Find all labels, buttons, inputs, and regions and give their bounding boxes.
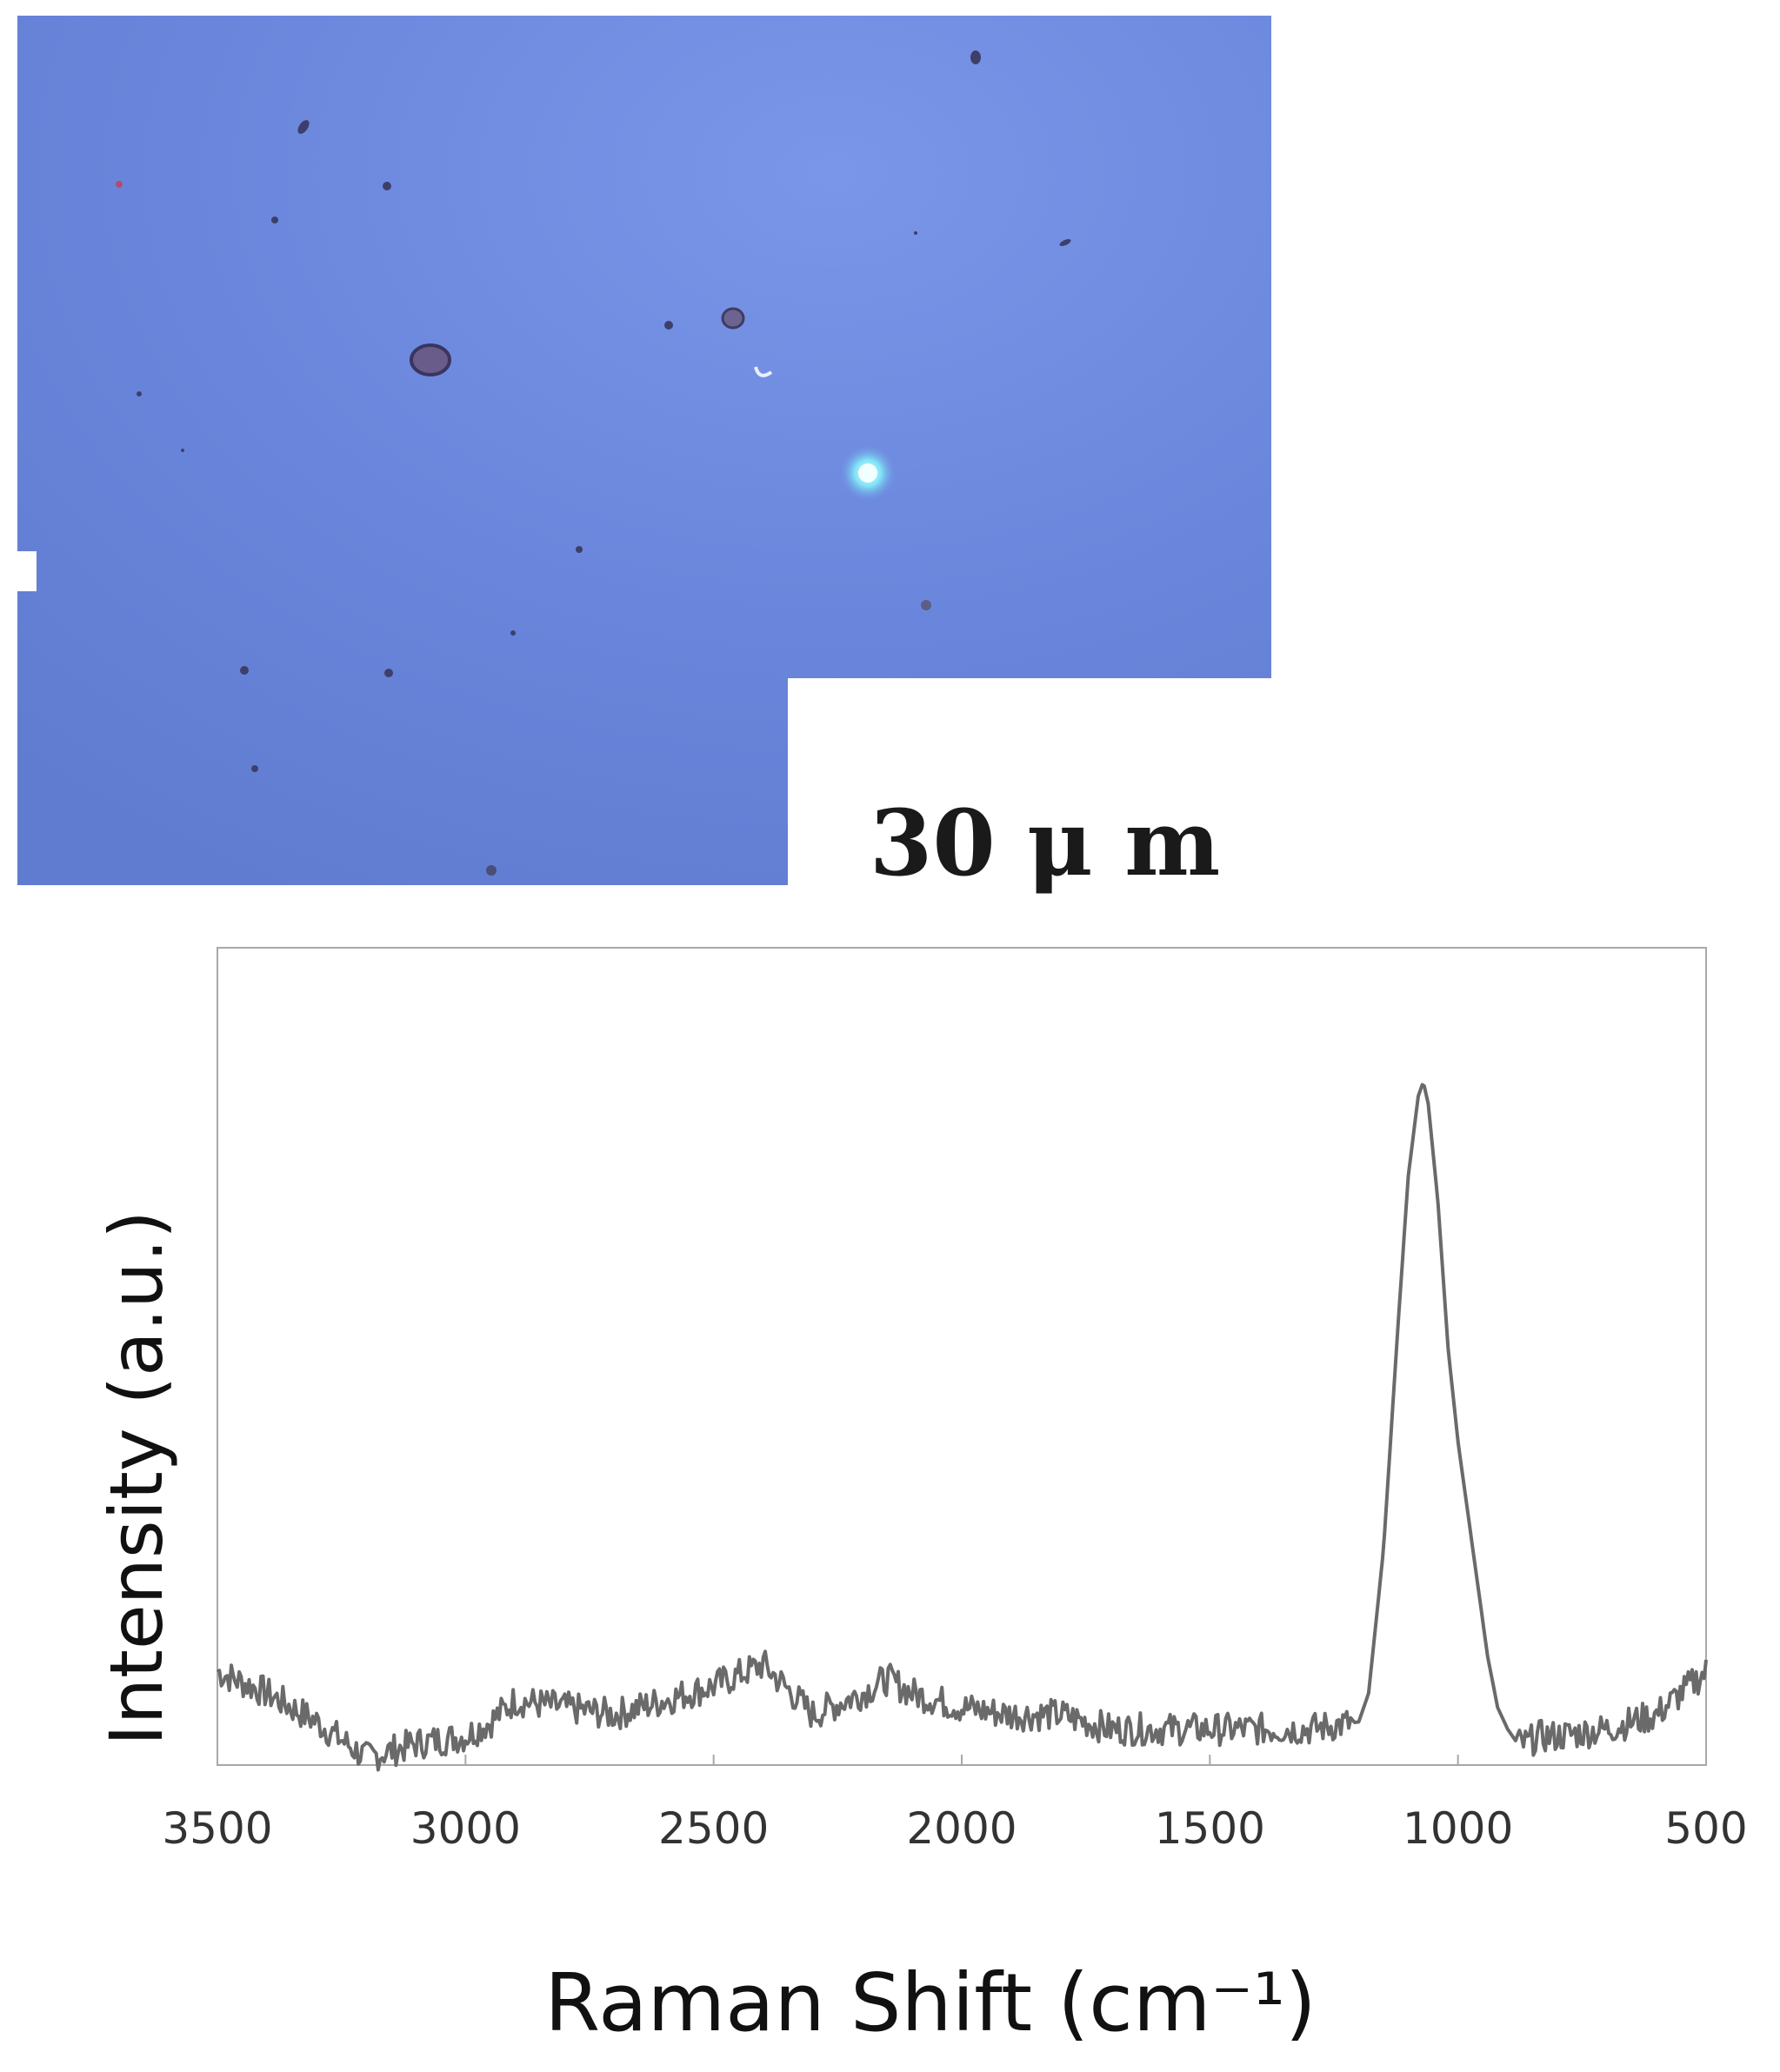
particle xyxy=(384,669,393,677)
particle xyxy=(240,666,249,675)
x-tick-label: 3500 xyxy=(162,1803,272,1854)
particle xyxy=(297,120,310,134)
optical-micrograph xyxy=(17,16,1271,885)
particle xyxy=(137,391,142,396)
x-tick-label: 2000 xyxy=(906,1803,1017,1854)
particle xyxy=(116,181,123,188)
particle xyxy=(754,366,773,377)
particle xyxy=(970,50,981,64)
x-tick-label: 1500 xyxy=(1155,1803,1265,1854)
scale-bar-value: 30 xyxy=(870,789,996,896)
bright-particle-core xyxy=(858,463,877,483)
scale-bar-label: 30 μ m xyxy=(870,796,1235,891)
particle xyxy=(251,765,258,772)
y-axis-title: Intensity (a.u.) xyxy=(94,1210,179,1746)
particle xyxy=(664,321,673,330)
plot-area xyxy=(217,947,1707,1766)
x-tick-label: 1000 xyxy=(1403,1803,1513,1854)
particle xyxy=(576,546,583,553)
particle xyxy=(383,182,391,190)
particle xyxy=(181,449,184,452)
x-axis-tick-labels: 3500 3000 2500 2000 1500 1000 500 xyxy=(162,1803,1747,1854)
image-edge-notch xyxy=(17,551,37,591)
particle xyxy=(510,630,516,636)
particles xyxy=(116,50,1071,876)
x-tick-label: 500 xyxy=(1664,1803,1747,1854)
particle xyxy=(410,343,451,376)
x-tick-label: 2500 xyxy=(658,1803,769,1854)
scale-bar-panel xyxy=(788,678,1271,885)
raman-spectrum-chart: 3500 3000 2500 2000 1500 1000 500 Raman Shift … xyxy=(94,947,1748,2049)
scale-bar-unit: μ m xyxy=(1026,789,1221,896)
particle xyxy=(271,217,278,223)
particle xyxy=(486,865,497,876)
spectrum-line xyxy=(216,1083,1708,1772)
x-axis-title: Raman Shift (cm⁻¹) xyxy=(544,1956,1317,2049)
x-tick-label: 3000 xyxy=(410,1803,521,1854)
particle xyxy=(921,600,931,610)
particle xyxy=(914,231,917,235)
x-axis-ticks xyxy=(217,1755,1707,1765)
particle xyxy=(721,307,745,330)
particle xyxy=(1059,238,1071,247)
